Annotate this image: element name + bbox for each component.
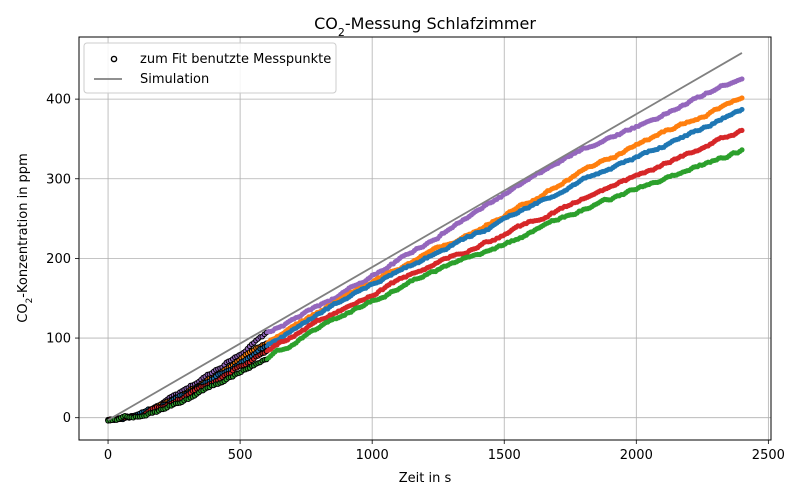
data-point <box>739 76 745 82</box>
simulation-line <box>107 52 743 421</box>
data-point <box>739 106 745 113</box>
simulation-layer <box>107 52 743 421</box>
y-tick-label: 200 <box>46 252 71 267</box>
x-tick-label: 1500 <box>488 448 521 463</box>
x-axis-label: Zeit in s <box>399 471 452 486</box>
y-tick-label: 100 <box>46 332 71 347</box>
x-tick-label: 0 <box>104 448 112 463</box>
x-tick-label: 1000 <box>356 448 389 463</box>
legend-label-simulation: Simulation <box>140 72 209 87</box>
legend-box <box>83 42 337 94</box>
legend-label-fit-points: zum Fit benutzte Messpunkte <box>140 52 331 67</box>
y-tick-label: 300 <box>46 172 71 187</box>
x-axis-ticks: 0 500 1000 1500 2000 2500 <box>104 440 785 463</box>
x-tick-label: 500 <box>228 448 253 463</box>
x-tick-label: 2500 <box>752 448 785 463</box>
grid <box>79 37 771 440</box>
x-tick-label: 2000 <box>620 448 653 463</box>
legend: zum Fit benutzte Messpunkte Simulation <box>83 42 337 94</box>
y-tick-label: 400 <box>46 93 71 108</box>
y-axis-label: CO2-Konzentration in ppm <box>16 153 35 322</box>
series-4 <box>105 147 745 424</box>
plot-frame <box>78 36 772 441</box>
chart-title: CO2-Messung Schlafzimmer <box>314 14 536 39</box>
data-point <box>739 147 745 153</box>
y-axis-ticks: 0 100 200 300 400 <box>46 93 79 426</box>
series-0 <box>105 76 745 423</box>
legend-marker-fit-points <box>110 55 118 63</box>
data-point <box>739 95 745 101</box>
y-tick-label: 0 <box>63 411 71 426</box>
data-point <box>739 127 745 134</box>
series-layer <box>105 76 745 424</box>
